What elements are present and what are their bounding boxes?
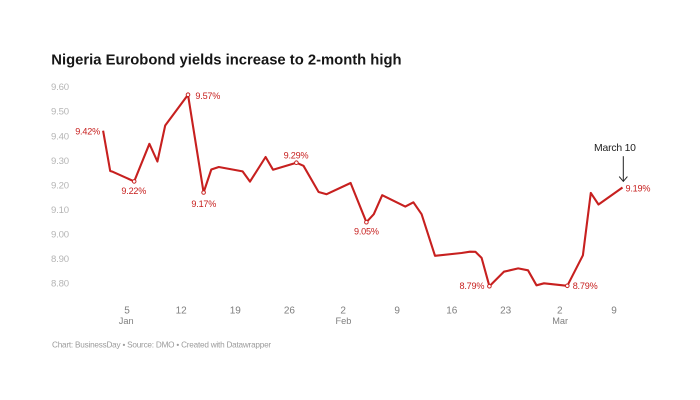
svg-text:9.19%: 9.19% xyxy=(626,183,651,193)
svg-text:9.10: 9.10 xyxy=(51,205,69,216)
svg-text:8.80: 8.80 xyxy=(51,279,69,290)
svg-text:9.57%: 9.57% xyxy=(195,91,220,101)
svg-text:9.05%: 9.05% xyxy=(354,227,379,237)
svg-text:9.40: 9.40 xyxy=(51,131,69,142)
svg-text:9.29%: 9.29% xyxy=(284,150,309,160)
svg-text:9.17%: 9.17% xyxy=(191,199,216,209)
svg-text:26: 26 xyxy=(284,306,296,317)
svg-text:5: 5 xyxy=(124,306,130,317)
svg-text:19: 19 xyxy=(230,306,242,317)
svg-text:9: 9 xyxy=(394,306,400,317)
svg-text:9.60: 9.60 xyxy=(51,82,69,93)
svg-text:12: 12 xyxy=(176,306,188,317)
svg-text:9.00: 9.00 xyxy=(51,230,69,241)
svg-text:Mar: Mar xyxy=(552,316,568,326)
svg-text:8.90: 8.90 xyxy=(51,254,69,265)
svg-text:8.79%: 8.79% xyxy=(573,281,598,291)
svg-text:8.79%: 8.79% xyxy=(460,281,485,291)
svg-text:Jan: Jan xyxy=(119,316,134,326)
svg-text:Chart: BusinessDay • Source: D: Chart: BusinessDay • Source: DMO • Creat… xyxy=(52,341,271,350)
svg-text:9.22%: 9.22% xyxy=(121,186,146,196)
svg-text:9: 9 xyxy=(611,306,617,317)
svg-text:Nigeria Eurobond yields increa: Nigeria Eurobond yields increase to 2-mo… xyxy=(51,52,401,68)
svg-text:23: 23 xyxy=(500,306,512,317)
svg-text:2: 2 xyxy=(340,306,346,317)
svg-text:16: 16 xyxy=(446,306,458,317)
svg-text:Feb: Feb xyxy=(335,316,351,326)
svg-text:March 10: March 10 xyxy=(594,143,636,154)
svg-text:9.30: 9.30 xyxy=(51,156,69,167)
svg-text:9.42%: 9.42% xyxy=(75,127,100,137)
svg-text:9.20: 9.20 xyxy=(51,180,69,191)
svg-text:2: 2 xyxy=(557,306,563,317)
svg-text:9.50: 9.50 xyxy=(51,107,69,118)
